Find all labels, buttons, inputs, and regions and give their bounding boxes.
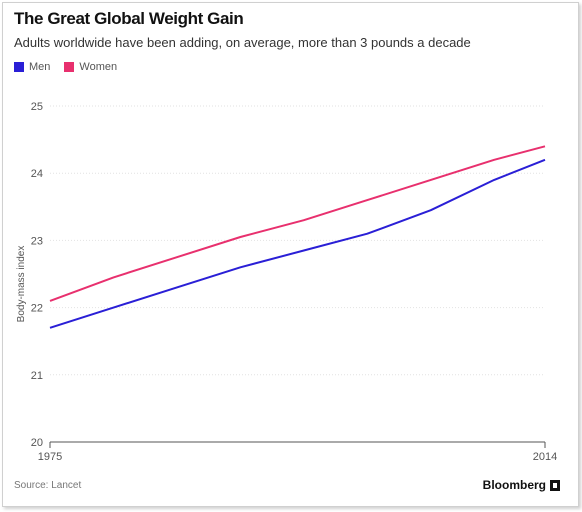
legend-label-women: Women [79,61,118,73]
x-tick-label: 1975 [38,451,62,463]
series-lines [49,145,546,329]
y-tick-labels: 20 21 22 23 24 25 [31,101,43,449]
series-line-men [49,158,546,329]
series-line-women [49,145,546,302]
y-tick-label: 25 [31,101,43,113]
y-tick-label: 21 [31,370,43,382]
legend-swatch-women [64,62,75,72]
y-tick-label: 23 [31,235,43,247]
source-note: Source: Lancet [14,480,82,491]
legend-item-men: Men [14,61,50,73]
y-tick-label: 22 [31,303,43,315]
legend-item-women: Women [64,61,117,73]
x-axis: 1975 2014 [38,441,557,463]
brand-name: Bloomberg [482,478,546,492]
y-tick-label: 20 [31,437,43,449]
chart-legend: Men Women [14,61,131,73]
legend-label-men: Men [29,61,51,73]
x-tick-label: 2014 [533,451,557,463]
y-axis-label: Body-mass index [16,246,27,323]
chart-subtitle: Adults worldwide have been adding, on av… [14,35,471,50]
brand-logo: Bloomberg [483,478,560,492]
bloomberg-mark-icon [550,479,560,491]
chart-title: The Great Global Weight Gain [14,9,244,28]
legend-swatch-men [14,62,24,72]
gridlines [50,105,545,376]
y-tick-label: 24 [31,168,43,180]
